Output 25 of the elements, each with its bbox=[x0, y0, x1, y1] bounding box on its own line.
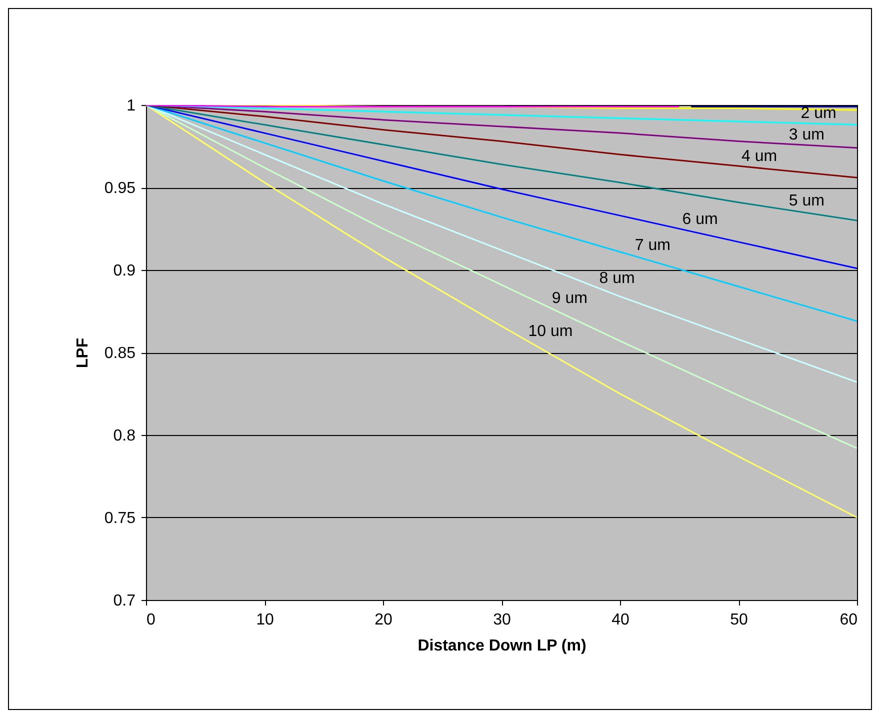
y-tick-label: 1 bbox=[126, 98, 136, 114]
annotation: 2 um bbox=[800, 105, 836, 122]
y-tick-label: 0.95 bbox=[104, 180, 136, 197]
annotation: 10 um bbox=[528, 322, 573, 340]
x-tick-label: 0 bbox=[146, 612, 156, 628]
x-axis-title: Distance Down LP (m) bbox=[418, 638, 586, 654]
annotation: 8 um bbox=[599, 270, 635, 288]
annotation: 9 um bbox=[552, 290, 588, 307]
x-tick-label: 10 bbox=[256, 612, 274, 628]
x-tick-label: 60 bbox=[840, 612, 858, 628]
y-tick-label: 0.75 bbox=[104, 510, 136, 527]
y-axis-title: LPF bbox=[74, 338, 92, 368]
y-tick-label: 0.85 bbox=[104, 345, 136, 362]
y-tick-label: 0.7 bbox=[113, 592, 136, 610]
y-tick-label: 0.8 bbox=[113, 428, 136, 444]
annotation: 6 um bbox=[682, 210, 718, 228]
annotation: 5 um bbox=[788, 192, 824, 210]
x-tick-label: 30 bbox=[493, 612, 511, 628]
x-tick-label: 50 bbox=[730, 612, 748, 628]
annotation: 4 um bbox=[742, 148, 778, 166]
annotation: 7 um bbox=[634, 237, 670, 254]
x-tick-label: 20 bbox=[374, 612, 392, 628]
annotation: 3 um bbox=[788, 126, 824, 144]
x-tick-label: 40 bbox=[612, 612, 630, 628]
y-tick-label: 0.9 bbox=[113, 262, 136, 280]
